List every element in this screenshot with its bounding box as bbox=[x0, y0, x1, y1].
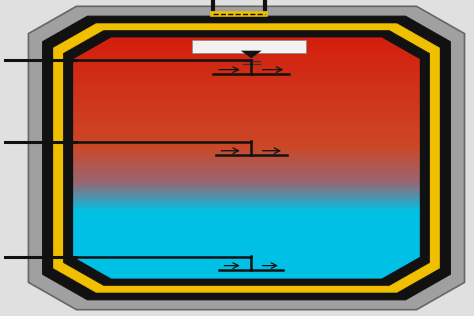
Polygon shape bbox=[241, 51, 262, 58]
Polygon shape bbox=[28, 6, 465, 310]
Polygon shape bbox=[192, 40, 306, 52]
Polygon shape bbox=[64, 31, 429, 285]
Polygon shape bbox=[54, 24, 439, 292]
Polygon shape bbox=[43, 16, 450, 300]
